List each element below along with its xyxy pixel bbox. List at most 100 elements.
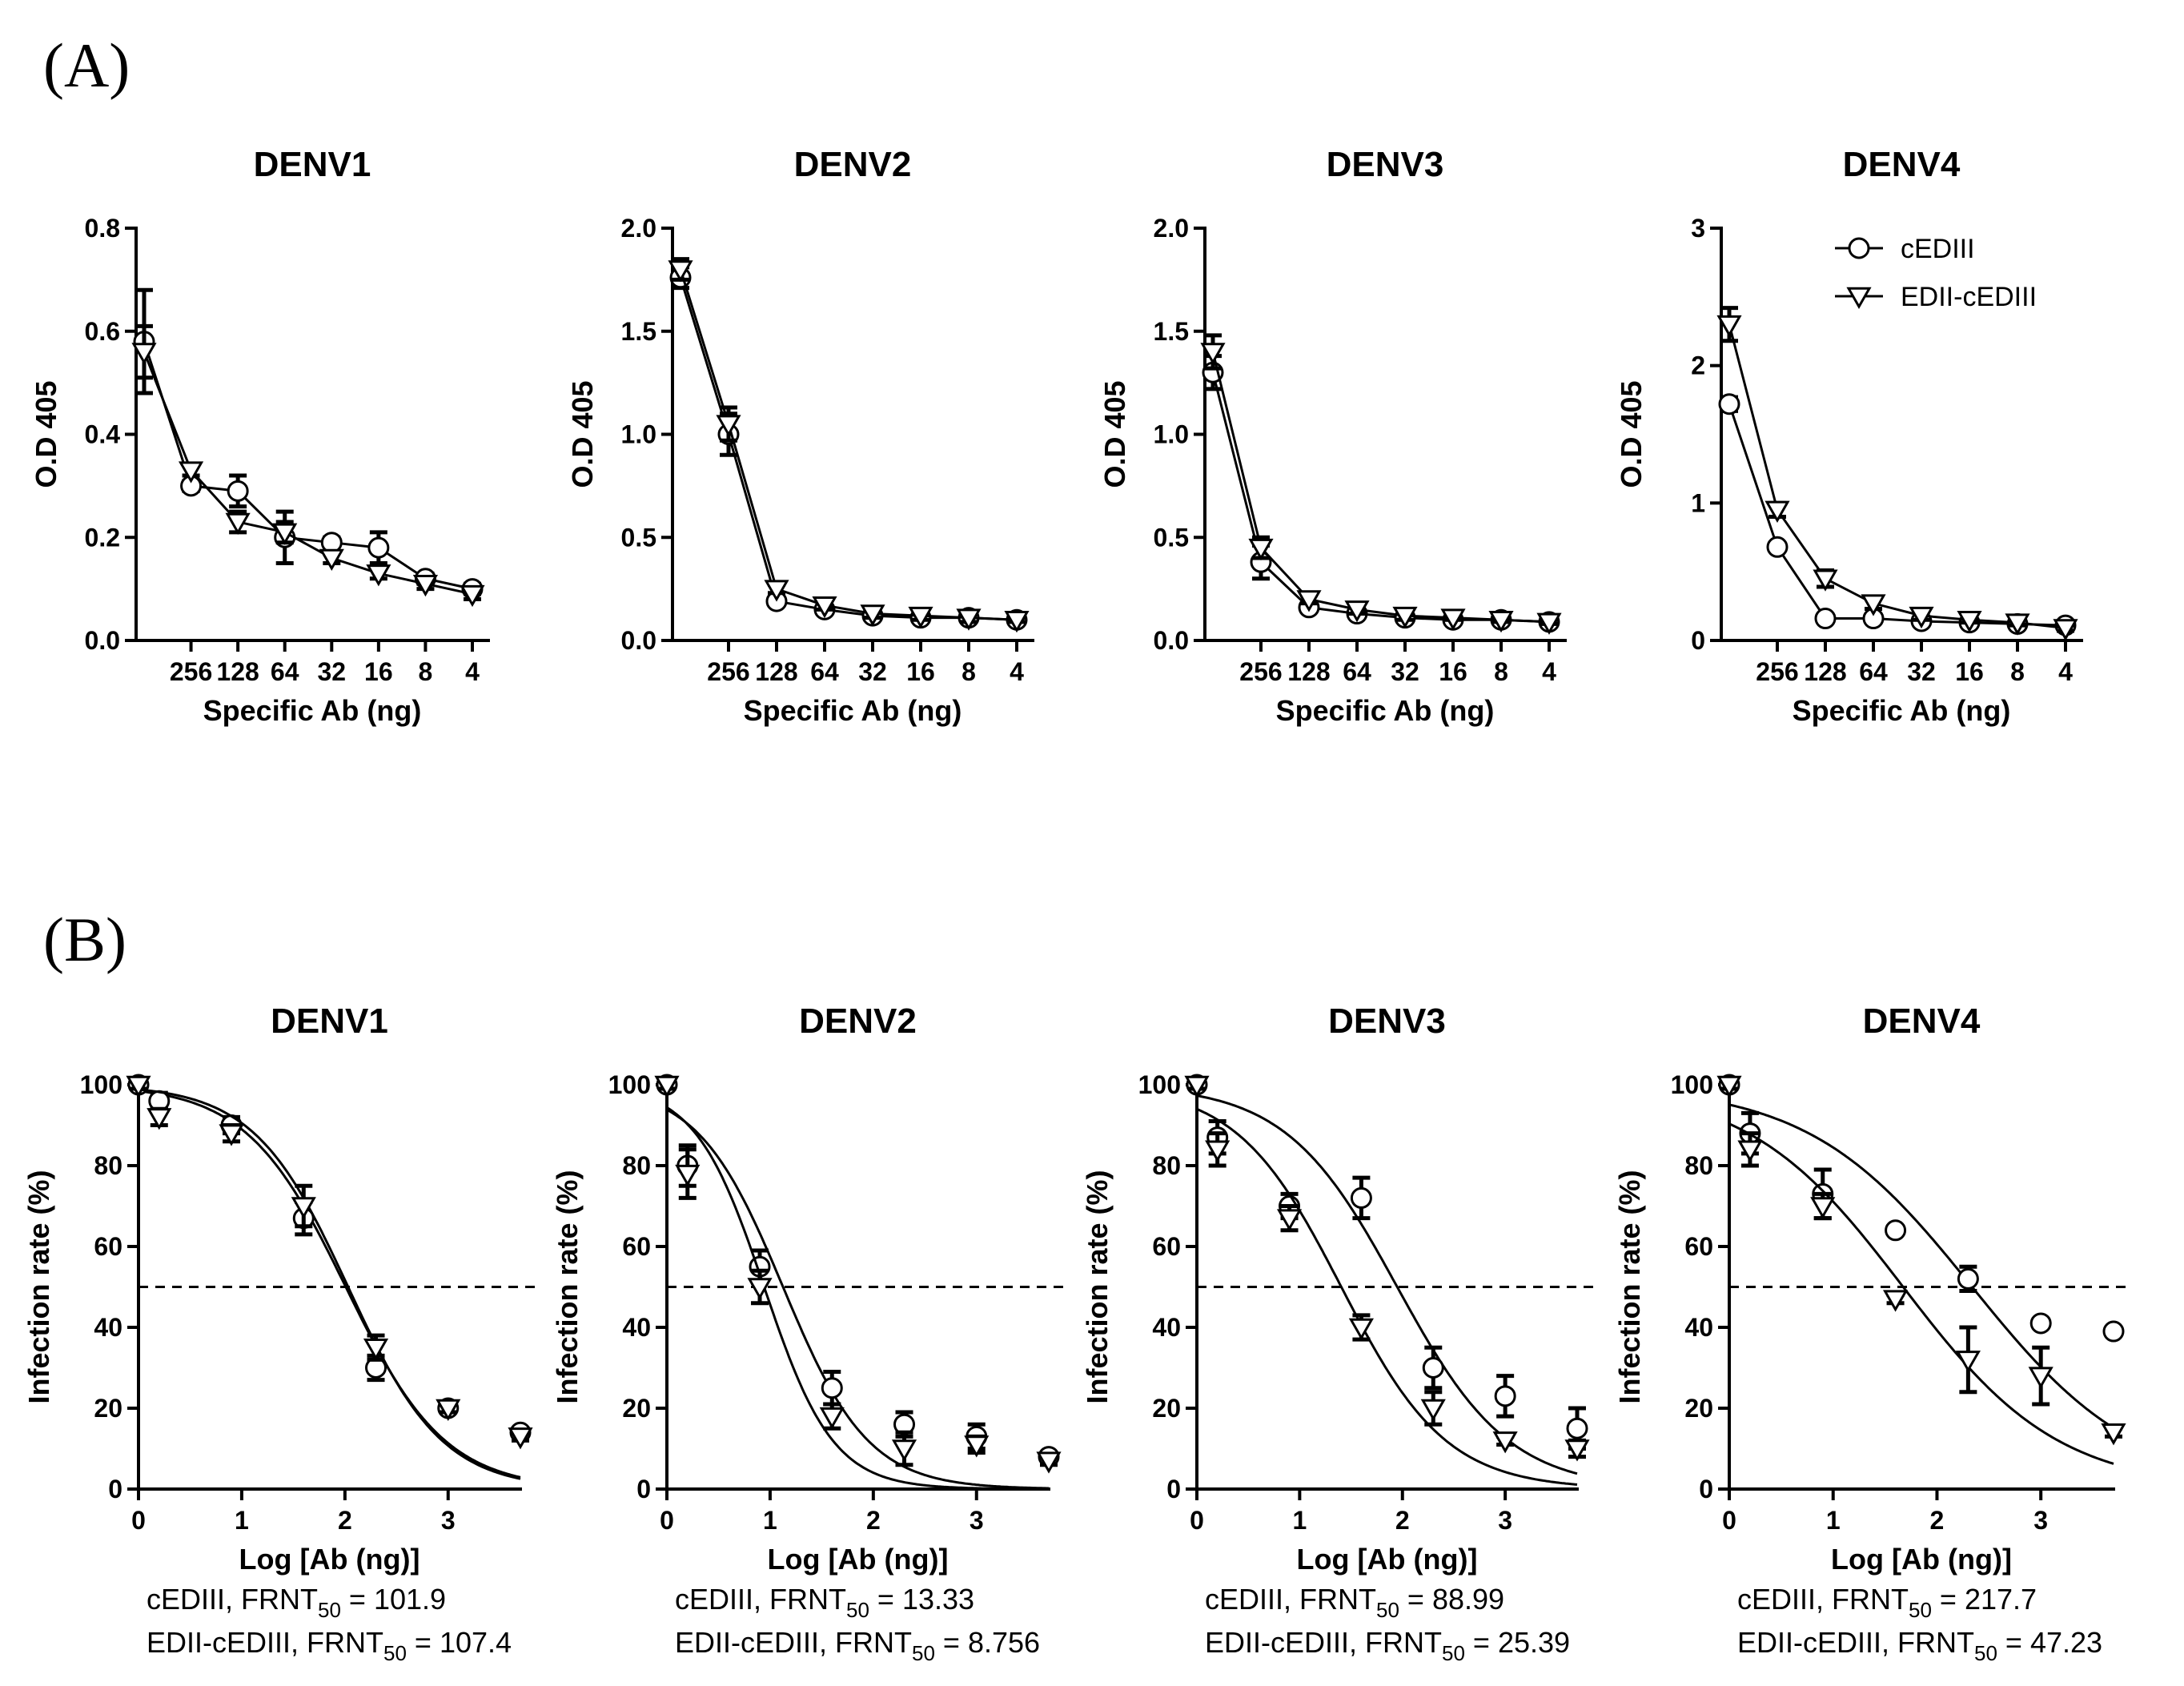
x-tick-label: 0: [1190, 1506, 1204, 1535]
data-point-triangle: [272, 523, 298, 545]
chart-title: DENV4: [1843, 145, 1961, 184]
data-point-triangle: [1861, 594, 1886, 616]
x-tick-label: 8: [962, 657, 976, 686]
data-point-triangle: [436, 1399, 461, 1422]
data-point-triangle: [1296, 590, 1322, 612]
series-edii-cediii: [654, 1075, 1062, 1491]
chart-b-denv1: DENV1 0 20 40 60 80 100 Infection rate (%) 0 1 2 3L…: [22, 1002, 536, 1665]
x-tick-label: 8: [2010, 657, 2025, 686]
data-point-triangle: [1276, 1209, 1303, 1231]
series-cediii: [1718, 1074, 2125, 1429]
x-tick-label: 256: [1756, 657, 1798, 686]
frnt50-caption: cEDIII, FRNT50 = 13.33: [675, 1583, 974, 1622]
data-point-triangle: [363, 1339, 389, 1361]
series-cediii: [656, 1074, 1060, 1490]
series-cediii: [1186, 1074, 1588, 1475]
x-tick-label: 1: [1826, 1506, 1841, 1535]
legend: cEDIII EDII-cEDIII: [1835, 234, 2037, 312]
y-tick-label: 20: [622, 1394, 651, 1423]
chart-a-denv1: DENV1 0.0 0.2 0.4 0.6 0.8 O.D 405 256 128 64 32 16 8…: [30, 145, 490, 727]
series-line: [1728, 323, 2066, 630]
data-point-triangle: [366, 564, 391, 587]
legend-label: cEDIII: [1901, 234, 1975, 264]
y-tick-label: 0.5: [621, 523, 656, 552]
series-line: [1211, 351, 1550, 624]
x-tick-label: 3: [970, 1506, 984, 1535]
chart-a-denv4: DENV4 0 1 2 3 O.D 405 256 128 64 32 16 8 4 Specific A…: [1615, 145, 2083, 727]
data-point-triangle: [1564, 1439, 1590, 1462]
x-tick-label: 4: [1542, 657, 1556, 686]
x-tick-label: 64: [1343, 657, 1371, 686]
data-point-triangle: [1488, 611, 1514, 633]
data-point-circle: [1766, 536, 1789, 558]
data-point-circle: [1957, 1267, 1979, 1290]
x-tick-label: 2: [866, 1506, 881, 1535]
y-tick-label: 0: [1166, 1475, 1181, 1503]
series-cediii: [669, 265, 1028, 631]
x-axis-label: Specific Ab (ng): [203, 694, 422, 727]
data-point-triangle: [1810, 1197, 1836, 1219]
data-point-triangle: [2053, 619, 2078, 641]
series-cediii: [1202, 354, 1560, 633]
x-tick-label: 4: [465, 657, 480, 686]
data-point-triangle: [508, 1427, 533, 1450]
data-point-triangle: [2028, 1367, 2054, 1389]
x-tick-label: 4: [1010, 657, 1024, 686]
chart-a-denv3: DENV3 0.0 0.5 1.0 1.5 2.0 O.D 405 256 128 64 32 16 8…: [1098, 145, 1567, 727]
x-tick-label: 128: [755, 657, 797, 686]
fit-curve: [138, 1088, 521, 1480]
y-tick-label: 80: [1152, 1151, 1181, 1180]
x-tick-label: 128: [216, 657, 259, 686]
y-tick-label: 0: [1691, 626, 1705, 655]
y-tick-label: 0.5: [1154, 523, 1189, 552]
data-point-triangle: [812, 596, 837, 619]
series-cediii: [133, 287, 484, 600]
y-tick-label: 0.0: [621, 626, 656, 655]
y-tick-label: 0.4: [85, 420, 121, 449]
y-tick-label: 0.0: [85, 626, 120, 655]
data-point-triangle: [1536, 612, 1562, 635]
data-point-triangle: [131, 343, 157, 365]
data-point-triangle: [1957, 611, 1982, 633]
data-point-triangle: [654, 1075, 680, 1098]
y-axis-label: O.D 405: [1098, 380, 1131, 488]
data-point-triangle: [1205, 1140, 1231, 1162]
x-tick-label: 0: [660, 1506, 674, 1535]
fit-curve: [1196, 1107, 1578, 1486]
fit-curve: [1728, 1103, 2114, 1429]
x-tick-label: 32: [1907, 657, 1936, 686]
x-tick-label: 4: [2058, 657, 2073, 686]
data-point-circle: [1350, 1186, 1372, 1209]
y-tick-label: 0.2: [85, 523, 120, 552]
x-tick-label: 32: [1391, 657, 1419, 686]
chart-title: DENV3: [1328, 1002, 1446, 1041]
data-point-triangle: [747, 1278, 773, 1300]
x-tick-label: 1: [763, 1506, 777, 1535]
data-point-triangle: [1200, 343, 1226, 365]
chart-a-denv2: DENV2 0.0 0.5 1.0 1.5 2.0 O.D 405 256 128 64 32 16 8…: [566, 145, 1034, 727]
series-edii-cediii: [1716, 1075, 2126, 1465]
x-tick-label: 64: [810, 657, 839, 686]
x-axis-label: Log [Ab (ng)]: [1297, 1543, 1478, 1576]
y-tick-label: 60: [1684, 1232, 1713, 1261]
data-point-triangle: [291, 1197, 316, 1219]
frnt50-caption: cEDIII, FRNT50 = 88.99: [1205, 1583, 1504, 1622]
series-edii-cediii: [126, 1075, 533, 1480]
chart-title: DENV4: [1863, 1002, 1981, 1041]
x-tick-label: 128: [1804, 657, 1846, 686]
x-tick-label: 16: [1439, 657, 1467, 686]
y-tick-label: 2.0: [1154, 214, 1189, 243]
y-tick-label: 80: [94, 1151, 122, 1180]
y-tick-label: 100: [1671, 1070, 1713, 1099]
data-point-triangle: [1716, 315, 1742, 338]
y-tick-label: 40: [622, 1313, 651, 1342]
legend-label: EDII-cEDIII: [1901, 282, 2037, 312]
y-axis-label: O.D 405: [30, 380, 62, 488]
x-tick-label: 2: [1930, 1506, 1945, 1535]
data-point-triangle: [1955, 1351, 1981, 1373]
data-point-triangle: [860, 604, 885, 627]
y-tick-label: 1.5: [1154, 317, 1189, 346]
y-tick-label: 20: [94, 1394, 122, 1423]
series-line: [679, 269, 1018, 621]
y-axis-label: O.D 405: [1615, 380, 1648, 488]
